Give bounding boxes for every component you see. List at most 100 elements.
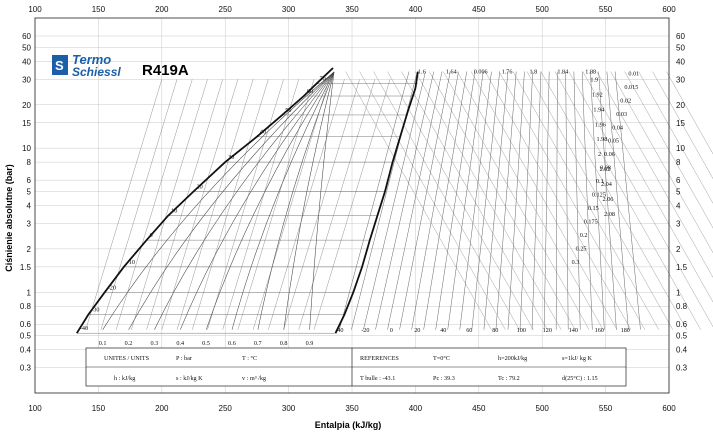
volume-line bbox=[176, 79, 254, 330]
isotherm-vapor-line bbox=[484, 71, 632, 330]
entropy-label-right-9: 2.08 bbox=[604, 211, 615, 218]
y-tick-right-9: 4 bbox=[676, 202, 681, 211]
quality-label-7: 0.8 bbox=[280, 340, 288, 347]
volume-line bbox=[131, 79, 208, 330]
volume-label-5: 0.05 bbox=[608, 138, 619, 145]
quality-line bbox=[231, 71, 335, 330]
info-box: UNITES / UNITS P : bar T : °C h : kJ/kg … bbox=[85, 347, 627, 387]
quality-line bbox=[283, 71, 335, 330]
isotherm-label-9: 50 bbox=[285, 107, 291, 114]
ref-h200: h=200kJ/kg bbox=[498, 355, 527, 362]
volume-line bbox=[283, 79, 360, 330]
isotherm-vapor-line bbox=[652, 71, 713, 179]
volume-label-13: 0.25 bbox=[576, 245, 587, 252]
logo-line2: Schiessl bbox=[72, 65, 121, 79]
y-tick-right-13: 10 bbox=[676, 144, 685, 153]
y-tick-left-5: 1 bbox=[27, 288, 32, 297]
y-tick-right-4: 0.8 bbox=[676, 302, 688, 311]
volume-line bbox=[207, 79, 284, 330]
isotherm-vapor-line bbox=[415, 71, 562, 330]
isentrope-line bbox=[339, 71, 410, 330]
vapor-temp-label-8: 120 bbox=[543, 327, 552, 334]
entropy-label-right-8: 2.06 bbox=[603, 196, 614, 203]
isotherm-vapor-line bbox=[568, 71, 713, 328]
quality-label-6: 0.7 bbox=[254, 340, 262, 347]
entropy-label-right-2: 1.94 bbox=[593, 106, 604, 113]
isotherm-vapor-line bbox=[457, 71, 604, 330]
x-tick-top-3: 250 bbox=[219, 5, 233, 14]
entropy-label-right-0: 1.9 bbox=[590, 76, 598, 83]
entropy-label-top-3: 1.76 bbox=[502, 69, 513, 76]
y-tick-left-6: 1.5 bbox=[20, 263, 32, 272]
y-tick-right-7: 2 bbox=[676, 245, 681, 254]
y-tick-left-4: 0.8 bbox=[20, 302, 32, 311]
volume-label-4: 0.04 bbox=[612, 124, 623, 131]
quality-label-1: 0.2 bbox=[125, 340, 133, 347]
isentrope-line bbox=[471, 71, 500, 330]
isentrope-line bbox=[411, 71, 459, 330]
volume-line bbox=[252, 79, 330, 330]
quality-line bbox=[128, 71, 335, 330]
quality-line bbox=[205, 71, 335, 330]
y-tick-left-1: 0.4 bbox=[20, 346, 32, 355]
x-tick-bottom-5: 350 bbox=[345, 404, 359, 413]
y-tick-right-19: 60 bbox=[676, 32, 685, 41]
volume-label-7: 0.08 bbox=[600, 165, 611, 172]
x-tick-top-9: 550 bbox=[599, 5, 613, 14]
isentrope-line bbox=[459, 71, 492, 330]
entropy-label-right-4: 1.98 bbox=[596, 136, 607, 143]
isentrope-line bbox=[423, 71, 467, 330]
isentrope-line bbox=[375, 71, 435, 330]
isentrope-line bbox=[565, 71, 569, 330]
volume-label-10: 0.15 bbox=[588, 205, 599, 212]
x-tick-bottom-2: 200 bbox=[155, 404, 169, 413]
isotherm-vapor-line bbox=[666, 71, 713, 155]
isentrope-line bbox=[590, 71, 605, 330]
quality-label-8: 0.9 bbox=[306, 340, 314, 347]
entropy-label-top-4: 1.8 bbox=[530, 69, 538, 76]
logo-icon-glyph: S bbox=[55, 58, 64, 73]
volume-line bbox=[313, 79, 391, 330]
x-tick-bottom-7: 450 bbox=[472, 404, 486, 413]
volume-line bbox=[192, 79, 269, 330]
isentrope-line bbox=[598, 71, 617, 330]
y-tick-left-13: 10 bbox=[22, 144, 31, 153]
volume-line bbox=[115, 79, 193, 330]
volume-label-12: 0.2 bbox=[580, 232, 588, 239]
vapor-temp-label-7: 100 bbox=[517, 327, 526, 334]
isentrope-line bbox=[519, 71, 533, 330]
isotherm-vapor-line bbox=[359, 71, 506, 330]
vapor-temp-label-4: 40 bbox=[440, 327, 446, 334]
y-tick-right-1: 0.4 bbox=[676, 346, 688, 355]
y-tick-right-11: 6 bbox=[676, 176, 681, 185]
vapor-temp-label-2: 0 bbox=[390, 327, 393, 334]
isotherm-label-4: 0 bbox=[150, 232, 153, 239]
x-tick-top-6: 400 bbox=[409, 5, 423, 14]
entropy-label-top-0: 1.6 bbox=[418, 69, 426, 76]
isotherm-vapor-line bbox=[554, 71, 701, 330]
isentrope-line bbox=[435, 71, 476, 330]
y-tick-right-12: 8 bbox=[676, 158, 681, 167]
v-unit: v : m³ /kg bbox=[242, 375, 266, 382]
isentrope-line bbox=[387, 71, 443, 330]
isotherm-vapor-line bbox=[638, 71, 713, 204]
y-tick-left-14: 15 bbox=[22, 119, 31, 128]
y-tick-left-10: 5 bbox=[27, 188, 32, 197]
isotherm-vapor-line bbox=[429, 71, 576, 330]
x-tick-top-5: 350 bbox=[345, 5, 359, 14]
entropy-label-top-2: 0.006 bbox=[474, 69, 488, 76]
isotherm-vapor-line bbox=[596, 71, 713, 278]
volume-label-1: 0.015 bbox=[624, 84, 638, 91]
isentrope-line bbox=[447, 71, 484, 330]
plot-frame bbox=[34, 17, 670, 394]
ref-tbulle: T bulle : -43.1 bbox=[360, 375, 395, 382]
ref-tc: Tc : 79.2 bbox=[498, 375, 520, 382]
quality-line bbox=[180, 71, 335, 330]
entropy-label-top-1: 1.64 bbox=[446, 69, 457, 76]
x-tick-bottom-10: 600 bbox=[662, 404, 676, 413]
x-tick-bottom-9: 550 bbox=[599, 404, 613, 413]
vapor-temp-label-11: 180 bbox=[621, 327, 630, 334]
quality-line bbox=[309, 71, 335, 330]
volume-label-0: 0.01 bbox=[628, 70, 639, 77]
